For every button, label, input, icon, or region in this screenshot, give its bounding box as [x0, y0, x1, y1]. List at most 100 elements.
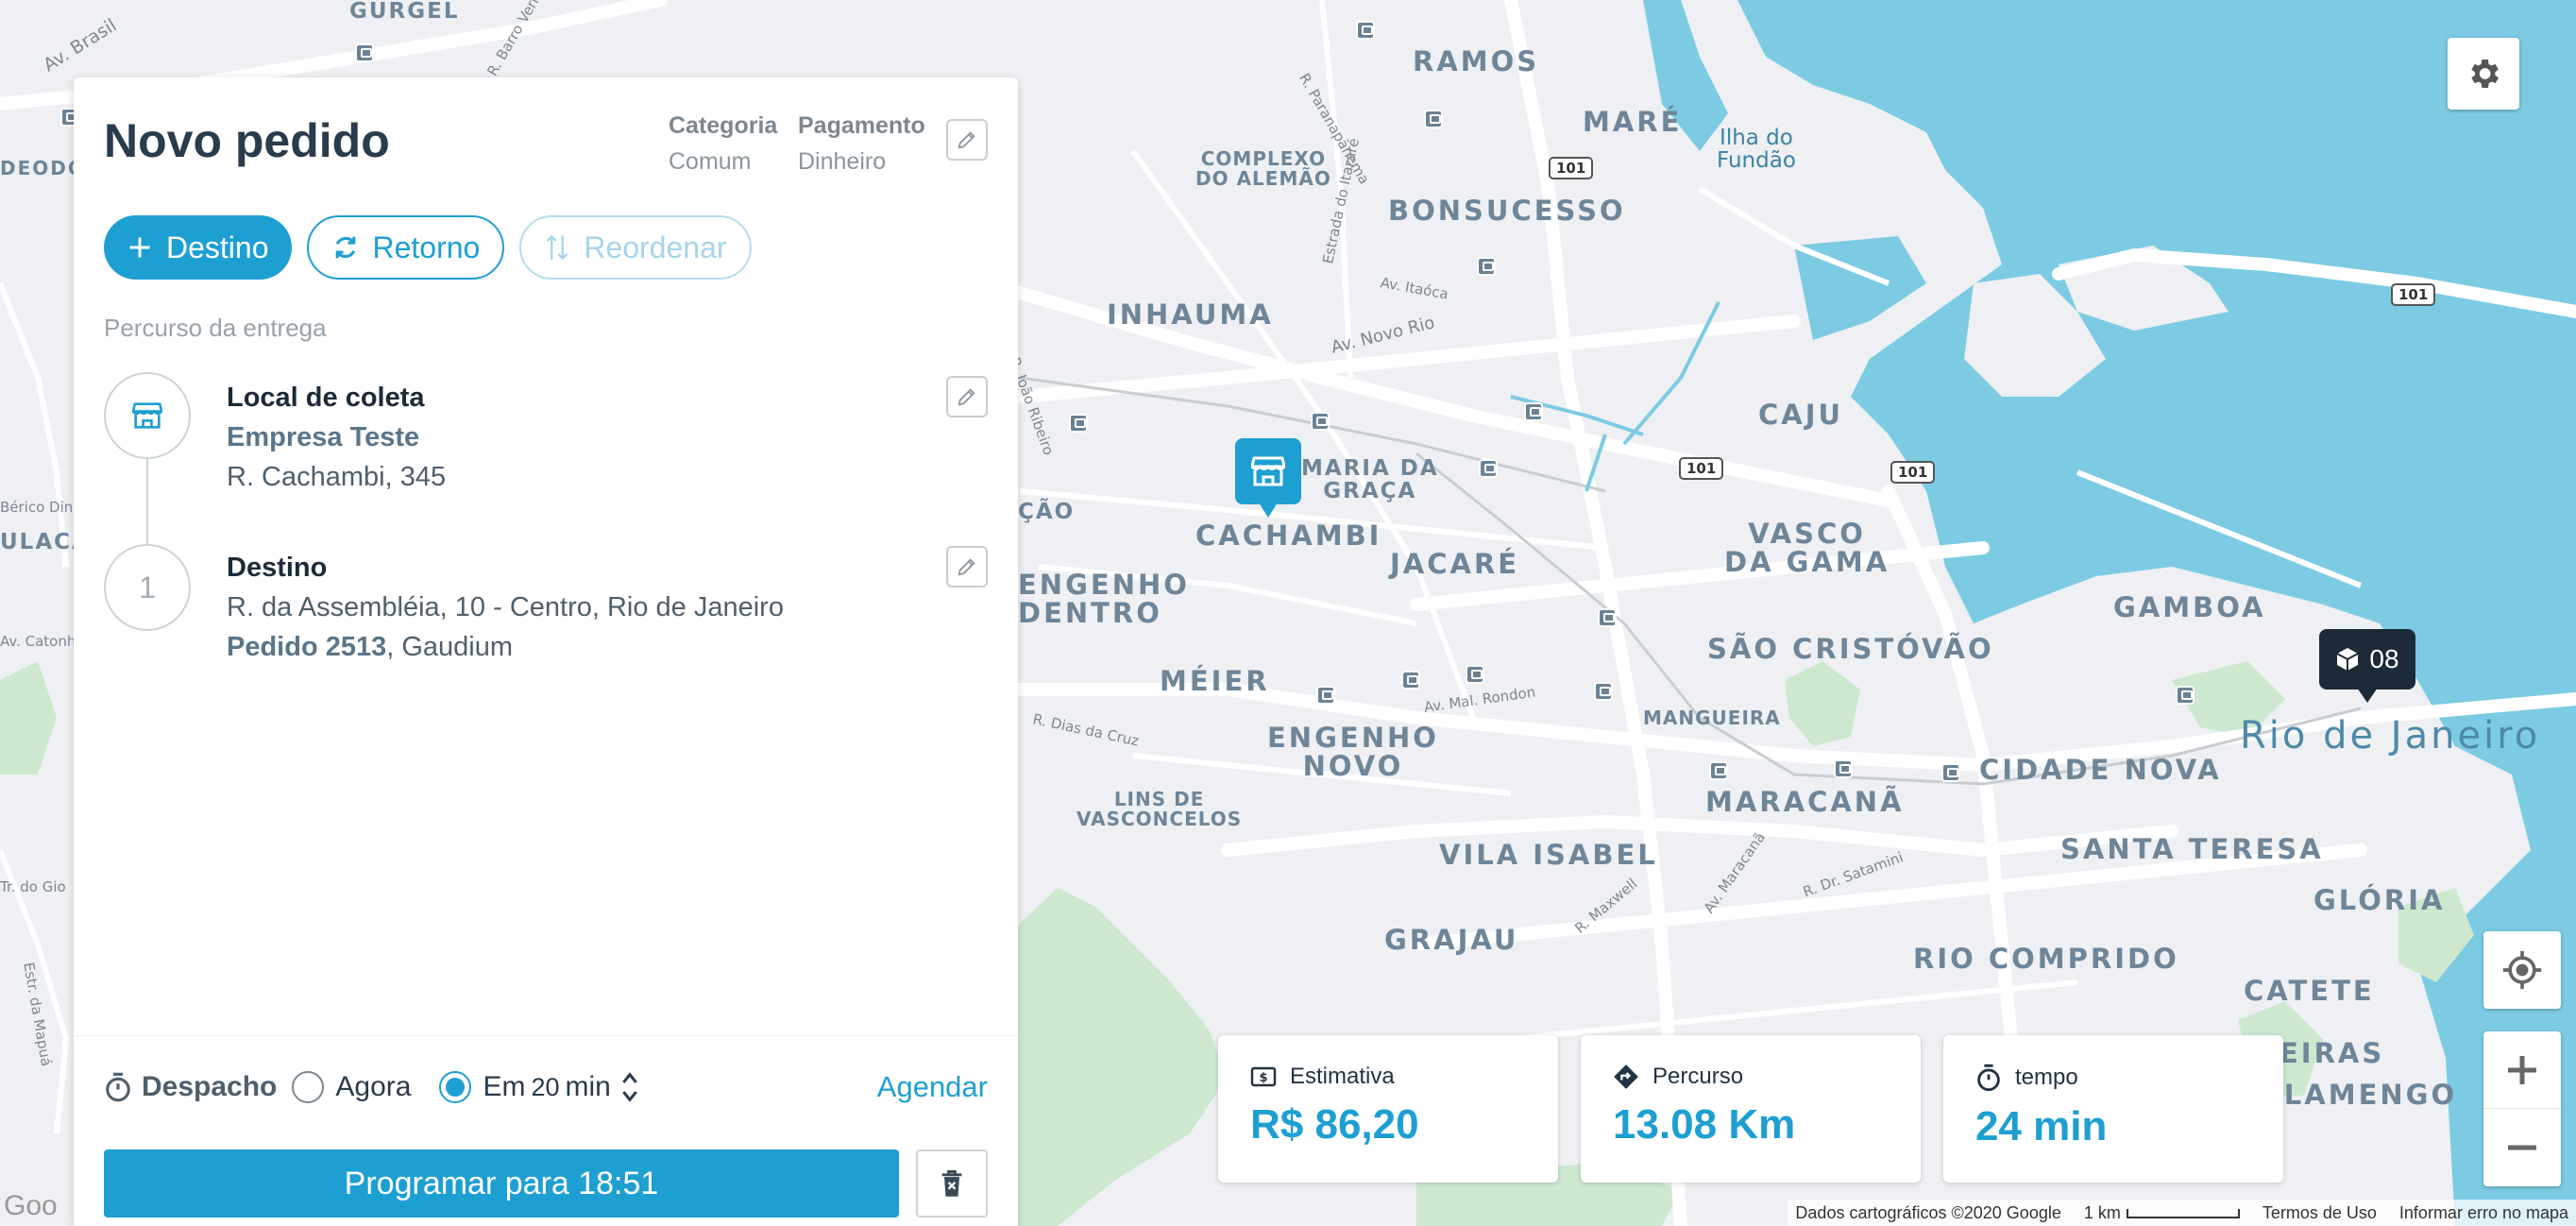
- edit-order-info-button[interactable]: [946, 119, 988, 161]
- pickup-company: Empresa Teste: [227, 422, 420, 452]
- map-label-bonsucesso: BONSUCESSO: [1388, 195, 1626, 227]
- map-label-meier: MÉIER: [1160, 665, 1270, 697]
- stat-card-estimate: $ Estimativa R$ 86,20: [1218, 1035, 1558, 1183]
- map-label-caju: CAJU: [1758, 399, 1844, 431]
- stat-value: 24 min: [1975, 1103, 2108, 1149]
- map-label-gloria: GLÓRIA: [2313, 884, 2446, 916]
- reorder-button[interactable]: Reordenar: [519, 215, 752, 280]
- pickup-address: R. Cachambi, 345: [227, 462, 447, 492]
- transit-stop-icon: [1311, 412, 1330, 431]
- map-label-maracana: MARACANÃ: [1705, 786, 1905, 818]
- stop-actions: Destino Retorno Reordenar: [104, 215, 752, 280]
- map-label-grajau: GRAJAU: [1384, 924, 1519, 956]
- dispatch-in-label[interactable]: Em: [483, 1071, 526, 1102]
- schedule-order-button[interactable]: Programar para 18:51: [104, 1149, 899, 1217]
- category-info: Categoria Comum: [669, 108, 777, 179]
- street-label: Av. Catonho: [0, 633, 85, 650]
- pickup-stop: Local de coleta Empresa Teste R. Cachamb…: [227, 378, 446, 497]
- schedule-link[interactable]: Agendar: [876, 1070, 988, 1103]
- map-label-santa-teresa: SANTA TERESA: [2060, 833, 2324, 865]
- new-order-panel: Novo pedido Categoria Comum Pagamento Di…: [74, 77, 1018, 1226]
- map-label-vasco-da-gama: VASCO DA GAMA: [1724, 518, 1890, 579]
- stat-value: 13.08 Km: [1613, 1101, 1796, 1148]
- reorder-label: Reordenar: [584, 230, 727, 264]
- category-value: Comum: [669, 148, 752, 175]
- zoom-controls: [2483, 1031, 2561, 1186]
- street-label: Tr. do Gio: [0, 878, 66, 895]
- scale-bar: [2126, 1208, 2240, 1218]
- map-label-sao-cristovao: SÃO CRISTÓVÃO: [1707, 633, 1994, 665]
- transit-stop-icon: [1466, 665, 1484, 684]
- edit-pickup-button[interactable]: [946, 376, 988, 417]
- transit-stop-icon: [1316, 686, 1335, 705]
- pencil-icon: [958, 388, 975, 406]
- category-label: Categoria: [669, 112, 778, 139]
- map-label-gurgel: GURGEL: [349, 0, 460, 24]
- map-settings-button[interactable]: [2448, 38, 2519, 110]
- stat-value: R$ 86,20: [1250, 1101, 1419, 1148]
- dispatch-label: Despacho: [142, 1071, 278, 1102]
- map-label-mare: MARÉ: [1583, 106, 1683, 138]
- destination-marker[interactable]: 08: [2319, 629, 2415, 703]
- stat-label: Estimativa: [1290, 1064, 1395, 1089]
- delete-order-button[interactable]: [916, 1149, 988, 1217]
- money-icon: $: [1250, 1066, 1277, 1087]
- route-section-label: Percurso da entrega: [104, 314, 327, 342]
- transit-stop-icon: [2176, 686, 2195, 705]
- my-location-button[interactable]: [2483, 931, 2561, 1009]
- pickup-title: Local de coleta: [227, 383, 425, 413]
- zoom-in-button[interactable]: [2483, 1031, 2561, 1109]
- map-label-maria-da-graca: MARIA DA GRAÇA: [1301, 456, 1439, 504]
- map-label-jacare: JACARÉ: [1390, 548, 1520, 580]
- report-map-error-link[interactable]: Informar erro no mapa: [2398, 1202, 2568, 1222]
- map-label-complexo-do-alemao: COMPLEXO DO ALEMÃO: [1195, 147, 1331, 190]
- store-icon: [132, 402, 162, 429]
- add-destination-button[interactable]: Destino: [104, 215, 292, 280]
- transit-stop-icon: [1598, 608, 1617, 627]
- terms-link[interactable]: Termos de Uso: [2262, 1202, 2377, 1222]
- stat-label: tempo: [2015, 1064, 2078, 1090]
- dispatch-minutes-value[interactable]: 20: [531, 1072, 560, 1101]
- dispatch-now-radio[interactable]: [292, 1071, 325, 1103]
- transit-stop-icon: [1941, 763, 1960, 782]
- stat-card-time: tempo 24 min: [1943, 1035, 2283, 1183]
- svg-text:$: $: [1259, 1071, 1267, 1085]
- map-label-inhauma: INHAUMA: [1107, 298, 1274, 331]
- map-label-vila-isabel: VILA ISABEL: [1439, 839, 1658, 871]
- highway-shield: 101: [1890, 461, 1936, 484]
- transit-stop-icon: [1424, 110, 1443, 128]
- map-label-ramos: RAMOS: [1413, 45, 1540, 77]
- return-label: Retorno: [372, 230, 481, 264]
- dispatch-options: Despacho Agora Em 20 min Agendar: [104, 1068, 988, 1106]
- pickup-timeline-marker: [104, 372, 191, 459]
- transit-stop-icon: [1479, 459, 1498, 478]
- return-button[interactable]: Retorno: [306, 215, 505, 280]
- route-diamond-icon: [1614, 1064, 1638, 1089]
- pencil-icon: [958, 558, 975, 576]
- payment-info: Pagamento Dinheiro: [798, 108, 925, 179]
- dispatch-in-radio[interactable]: [439, 1071, 472, 1103]
- order-number: Pedido 2513: [227, 632, 387, 662]
- google-logo: Goo: [4, 1190, 58, 1221]
- transit-stop-icon: [355, 43, 374, 62]
- dispatch-now-label[interactable]: Agora: [335, 1071, 412, 1102]
- plus-icon: [2508, 1055, 2536, 1084]
- transit-stop-icon: [1524, 402, 1543, 421]
- map-label-eiras: EIRAS: [2279, 1037, 2385, 1069]
- order-client: , Gaudium: [386, 632, 514, 662]
- stepper-arrows-icon[interactable]: [620, 1068, 639, 1106]
- map-data-credit: Dados cartográficos ©2020 Google: [1795, 1202, 2061, 1222]
- map-scale: 1 km: [2084, 1203, 2240, 1223]
- pickup-store-marker[interactable]: [1235, 438, 1301, 518]
- transit-stop-icon: [1477, 257, 1496, 276]
- map-label-cidade-nova: CIDADE NOVA: [1979, 754, 2222, 786]
- edit-destination-button[interactable]: [946, 546, 988, 587]
- zoom-out-button[interactable]: [2483, 1109, 2561, 1186]
- timeline-connector: [146, 459, 148, 625]
- add-destination-label: Destino: [166, 230, 269, 264]
- store-icon: [1251, 456, 1285, 486]
- trash-icon: [941, 1170, 962, 1197]
- minus-icon: [2508, 1145, 2536, 1150]
- refresh-icon: [335, 236, 355, 259]
